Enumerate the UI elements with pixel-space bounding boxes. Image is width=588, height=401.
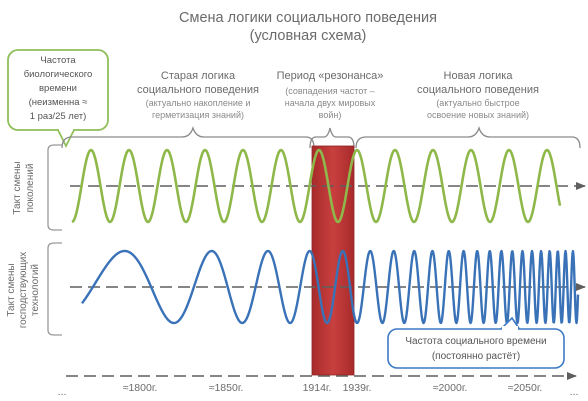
svg-text:времени: времени [39, 83, 77, 94]
callout-social-text-1: Частота социального времени [405, 336, 546, 347]
period-resonance-note-2: начала двух мировых [285, 98, 376, 108]
period-new-title-1: Новая логика [444, 70, 514, 82]
brace-old [61, 125, 315, 149]
period-braces [61, 125, 581, 149]
period-old-title-2: социального поведения [137, 84, 259, 96]
generations-wave [71, 148, 562, 224]
timeline-label-1800: ≈1800г. [123, 382, 158, 394]
diagram-subtitle: (условная схема) [250, 28, 367, 44]
period-resonance-note-1: (совпадения частот – [285, 86, 375, 96]
brace-new [355, 125, 581, 149]
diagram-title: Смена логики социального поведения [179, 10, 437, 26]
row-label-technologies-2: господствующих [18, 252, 29, 329]
svg-text:Частота: Частота [40, 55, 76, 66]
row-label-generations-1: Такт смены [12, 161, 23, 214]
period-new-note-2: освоение новых знаний) [427, 110, 529, 120]
period-old-note-2: герметизация знаний) [152, 110, 244, 120]
svg-text:биологического: биологического [24, 69, 93, 80]
panel-technologies-bracket [47, 242, 62, 336]
timeline-label-2050: ≈2050г. [508, 382, 543, 394]
timeline-label-1850: ≈1850г. [209, 382, 244, 394]
brace-resonance [309, 127, 355, 149]
period-new-title-2: социального поведения [417, 84, 539, 96]
technologies-wave [81, 249, 580, 325]
period-old-note-1: (актуально накопление и [146, 98, 251, 108]
callout-social-text-2: (постоянно растёт) [432, 351, 520, 362]
svg-text:(неизменна ≈: (неизменна ≈ [29, 97, 88, 108]
period-new-note-1: (актуально быстрое [436, 98, 519, 108]
panel-generations-bracket [47, 144, 62, 231]
timeline-label-1939: 1939г. [343, 382, 372, 394]
callout-generations-text: Частота биологического времени (неизменн… [24, 55, 93, 122]
timeline-label-2000: ≈2000г. [433, 382, 468, 394]
timeline-label-end: ... [570, 386, 579, 398]
callout-social-box [387, 328, 565, 369]
row-label-generations-2: поколений [25, 164, 36, 213]
period-resonance-title: Период «резонанса» [277, 70, 384, 82]
period-resonance-note-3: войн) [319, 110, 342, 120]
row-label-technologies-3: технологий [30, 264, 41, 316]
timeline-label-start: ... [58, 386, 67, 398]
svg-text:1 раз/25 лет): 1 раз/25 лет) [30, 111, 87, 122]
timeline-label-1914: 1914г. [303, 382, 332, 394]
period-old-title-1: Старая логика [161, 70, 236, 82]
row-label-technologies-1: Такт смены [6, 263, 17, 316]
